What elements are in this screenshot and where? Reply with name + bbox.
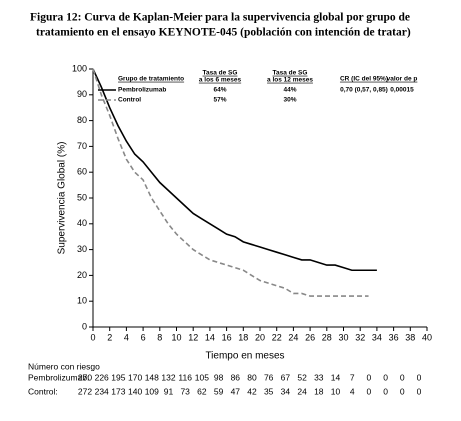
legend-header: Tasa de SG: [203, 70, 238, 77]
risk-value: 140: [128, 386, 142, 396]
risk-value: 226: [95, 372, 109, 382]
chart-title: tratamiento en el ensayo KEYNOTE-045 (po…: [36, 27, 411, 39]
risk-value: 132: [161, 372, 175, 382]
x-tick-label: 0: [90, 332, 95, 342]
risk-value: 42: [247, 386, 257, 396]
risk-value: 47: [231, 386, 241, 396]
x-tick-label: 36: [389, 332, 399, 342]
legend-header: Grupo de tratamiento: [118, 76, 184, 83]
risk-value: 195: [111, 372, 125, 382]
risk-value: 0: [417, 372, 422, 382]
risk-value: 0: [400, 386, 405, 396]
risk-value: 62: [197, 386, 207, 396]
legend-header: Tasa de SG: [273, 70, 308, 77]
y-tick-label: 80: [77, 115, 87, 125]
risk-value: 173: [111, 386, 125, 396]
risk-value: 4: [350, 386, 355, 396]
risk-value: 170: [128, 372, 142, 382]
y-tick-label: 40: [77, 218, 87, 228]
risk-value: 59: [214, 386, 224, 396]
legend-cell: 64%: [213, 87, 226, 94]
risk-value: 116: [178, 372, 192, 382]
legend-cell: 57%: [213, 97, 226, 104]
x-tick-label: 18: [238, 332, 248, 342]
y-tick-label: 50: [77, 192, 87, 202]
risk-value: 67: [281, 372, 291, 382]
y-tick-label: 10: [77, 296, 87, 306]
x-tick-label: 4: [124, 332, 129, 342]
risk-value: 234: [95, 386, 109, 396]
risk-value: 105: [195, 372, 209, 382]
legend-cell: Pembrolizumab: [118, 87, 166, 94]
chart-title: Figura 12: Curva de Kaplan-Meier para la…: [30, 12, 410, 24]
risk-value: 14: [331, 372, 341, 382]
x-tick-label: 32: [355, 332, 365, 342]
x-tick-label: 14: [205, 332, 215, 342]
y-tick-label: 70: [77, 141, 87, 151]
legend-header: valor de p: [387, 76, 418, 83]
x-tick-label: 40: [422, 332, 432, 342]
risk-value: 91: [164, 386, 174, 396]
y-tick-label: 90: [77, 89, 87, 99]
risk-value: 24: [297, 386, 307, 396]
risk-value: 76: [264, 372, 274, 382]
risk-value: 52: [297, 372, 307, 382]
x-axis-label: Tiempo en meses: [205, 351, 284, 362]
risk-value: 270: [78, 372, 92, 382]
x-tick-label: 16: [222, 332, 232, 342]
y-tick-label: 20: [77, 270, 87, 280]
legend-header: CR (IC del 95%): [340, 76, 388, 83]
risk-value: 73: [180, 386, 190, 396]
y-tick-label: 100: [72, 63, 87, 73]
risk-value: 98: [214, 372, 224, 382]
x-tick-label: 8: [157, 332, 162, 342]
x-tick-label: 28: [322, 332, 332, 342]
risk-value: 35: [264, 386, 274, 396]
y-tick-label: 0: [82, 321, 87, 331]
x-tick-label: 12: [188, 332, 198, 342]
risk-value: 272: [78, 386, 92, 396]
risk-value: 0: [367, 386, 372, 396]
risk-title: Número con riesgo: [28, 361, 100, 371]
x-tick-label: 26: [305, 332, 315, 342]
risk-value: 0: [383, 372, 388, 382]
legend-header: a los 6 meses: [199, 77, 242, 84]
risk-value: 18: [314, 386, 324, 396]
risk-value: 86: [231, 372, 241, 382]
legend-cell: 44%: [283, 87, 296, 94]
y-tick-label: 60: [77, 167, 87, 177]
y-tick-label: 30: [77, 244, 87, 254]
x-tick-label: 2: [107, 332, 112, 342]
x-tick-label: 24: [288, 332, 298, 342]
risk-value: 148: [145, 372, 159, 382]
survival-curve: [92, 68, 369, 297]
x-tick-label: 6: [141, 332, 146, 342]
y-axis-label: Supervivencia Global (%): [57, 142, 68, 255]
legend-cell: 30%: [283, 97, 296, 104]
risk-value: 0: [383, 386, 388, 396]
risk-value: 0: [367, 372, 372, 382]
x-tick-label: 34: [372, 332, 382, 342]
legend-header: a los 12 meses: [267, 77, 313, 84]
legend-cell: 0,70 (0,57, 0,85): [340, 87, 388, 94]
risk-value: 0: [400, 372, 405, 382]
x-tick-label: 38: [405, 332, 415, 342]
survival-curve: [92, 68, 377, 272]
risk-value: 33: [314, 372, 324, 382]
risk-value: 34: [281, 386, 291, 396]
risk-label: Pembrolizumab:: [28, 372, 89, 382]
legend-cell: Control: [118, 97, 141, 104]
x-tick-label: 20: [255, 332, 265, 342]
risk-value: 7: [350, 372, 355, 382]
risk-value: 10: [331, 386, 341, 396]
x-tick-label: 30: [338, 332, 348, 342]
legend-cell: 0,00015: [390, 87, 414, 94]
risk-value: 109: [145, 386, 159, 396]
x-tick-label: 22: [272, 332, 282, 342]
risk-label: Control:: [28, 386, 58, 396]
risk-value: 0: [417, 386, 422, 396]
x-tick-label: 10: [171, 332, 181, 342]
risk-value: 80: [247, 372, 257, 382]
